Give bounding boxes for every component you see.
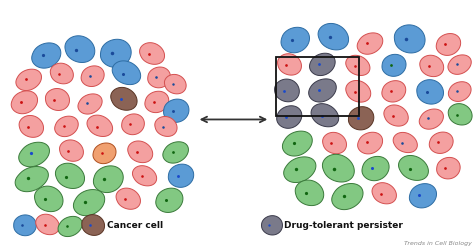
- Polygon shape: [36, 214, 59, 235]
- Polygon shape: [417, 80, 444, 104]
- Polygon shape: [155, 117, 177, 136]
- Polygon shape: [15, 166, 48, 192]
- Text: Drug-tolerant persister: Drug-tolerant persister: [284, 221, 403, 230]
- Polygon shape: [357, 33, 383, 54]
- Polygon shape: [295, 180, 324, 206]
- Polygon shape: [87, 115, 113, 136]
- Polygon shape: [93, 166, 123, 192]
- Polygon shape: [448, 104, 472, 125]
- Polygon shape: [311, 104, 338, 127]
- Polygon shape: [436, 33, 461, 55]
- Polygon shape: [46, 89, 70, 111]
- Polygon shape: [164, 99, 189, 122]
- Polygon shape: [410, 184, 437, 208]
- Polygon shape: [11, 91, 37, 114]
- Polygon shape: [128, 141, 153, 163]
- Polygon shape: [420, 55, 444, 77]
- Polygon shape: [58, 217, 82, 237]
- Polygon shape: [323, 132, 346, 154]
- Polygon shape: [81, 66, 104, 87]
- Bar: [276, 58, 359, 117]
- Polygon shape: [393, 132, 417, 153]
- Polygon shape: [168, 164, 194, 187]
- Polygon shape: [156, 188, 183, 213]
- Polygon shape: [16, 69, 42, 91]
- Polygon shape: [372, 183, 396, 204]
- Polygon shape: [148, 67, 171, 88]
- Polygon shape: [310, 53, 335, 76]
- Polygon shape: [32, 43, 61, 68]
- Polygon shape: [78, 94, 102, 114]
- Polygon shape: [14, 215, 36, 236]
- Polygon shape: [429, 132, 453, 154]
- Polygon shape: [50, 63, 73, 84]
- Polygon shape: [111, 87, 137, 110]
- Polygon shape: [362, 156, 389, 181]
- Polygon shape: [437, 157, 460, 179]
- Polygon shape: [281, 27, 310, 53]
- Polygon shape: [274, 79, 299, 102]
- Polygon shape: [65, 36, 95, 62]
- Text: Trends in Cell Biology: Trends in Cell Biology: [404, 242, 472, 247]
- Polygon shape: [309, 79, 336, 102]
- Polygon shape: [132, 166, 156, 186]
- Polygon shape: [419, 109, 443, 129]
- Polygon shape: [19, 116, 44, 137]
- Polygon shape: [322, 154, 354, 182]
- Polygon shape: [116, 188, 140, 209]
- Polygon shape: [283, 131, 312, 156]
- Polygon shape: [277, 106, 302, 128]
- Polygon shape: [82, 215, 105, 235]
- Polygon shape: [35, 186, 63, 212]
- Polygon shape: [145, 91, 169, 113]
- Polygon shape: [278, 54, 301, 75]
- Polygon shape: [348, 107, 374, 130]
- Polygon shape: [284, 157, 316, 183]
- Polygon shape: [122, 114, 145, 135]
- Polygon shape: [60, 140, 83, 161]
- Polygon shape: [448, 55, 471, 74]
- Polygon shape: [262, 216, 283, 235]
- Polygon shape: [140, 43, 164, 64]
- Polygon shape: [163, 142, 189, 163]
- Polygon shape: [448, 82, 471, 101]
- Text: Cancer cell: Cancer cell: [107, 221, 163, 230]
- Polygon shape: [100, 39, 131, 67]
- Polygon shape: [394, 25, 425, 53]
- Polygon shape: [318, 23, 348, 50]
- Polygon shape: [346, 55, 370, 75]
- Polygon shape: [382, 54, 406, 76]
- Polygon shape: [18, 142, 49, 167]
- Polygon shape: [55, 116, 78, 137]
- Polygon shape: [358, 132, 383, 154]
- Polygon shape: [55, 163, 84, 188]
- Polygon shape: [73, 189, 105, 216]
- Polygon shape: [332, 184, 363, 210]
- Polygon shape: [164, 74, 186, 94]
- Polygon shape: [93, 143, 116, 164]
- Polygon shape: [382, 81, 406, 102]
- Polygon shape: [384, 105, 408, 126]
- Polygon shape: [112, 61, 141, 85]
- Polygon shape: [346, 81, 371, 102]
- Polygon shape: [399, 155, 428, 180]
